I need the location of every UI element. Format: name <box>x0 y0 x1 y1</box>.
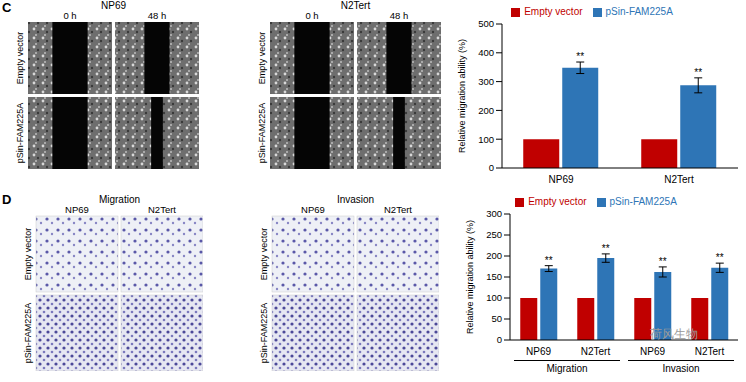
svg-text:0: 0 <box>497 334 502 345</box>
svg-text:48 h: 48 h <box>148 10 167 21</box>
html-text:D: D <box>2 192 12 207</box>
html-text:Empty vector: Empty vector <box>528 196 587 207</box>
svg-text:pSin-FAM225A: pSin-FAM225A <box>259 303 269 364</box>
svg-text:pSin-FAM225A: pSin-FAM225A <box>257 103 267 164</box>
html-text:pSin-FAM225A: pSin-FAM225A <box>609 196 677 207</box>
svg-text:N2Tert: N2Tert <box>341 0 371 11</box>
svg-text:48 h: 48 h <box>390 10 409 21</box>
html-text:荷风生物: 荷风生物 <box>650 327 698 341</box>
svg-text:pSin-FAM225A: pSin-FAM225A <box>15 103 25 164</box>
svg-text:Migration: Migration <box>99 194 140 205</box>
html-text:Invasion: Invasion <box>662 363 700 374</box>
svg-text:0 h: 0 h <box>63 10 76 21</box>
svg-text:NP69: NP69 <box>548 174 573 185</box>
svg-text:**: ** <box>716 252 724 263</box>
svg-text:**: ** <box>576 51 584 62</box>
svg-text:N2Tert: N2Tert <box>581 346 611 357</box>
svg-text:N2Tert: N2Tert <box>695 346 725 357</box>
svg-text:Invasion: Invasion <box>337 194 374 205</box>
svg-text:Empty vector: Empty vector <box>259 228 269 281</box>
svg-text:Relative migration ability (%): Relative migration ability (%) <box>465 220 475 334</box>
html-text:Empty vector: Empty vector <box>524 6 583 17</box>
svg-text:Empty vector: Empty vector <box>15 32 25 85</box>
svg-text:**: ** <box>659 256 667 267</box>
html-text:pSin-FAM225A: pSin-FAM225A <box>605 6 673 17</box>
html-text:Migration: Migration <box>546 363 588 374</box>
svg-text:500: 500 <box>478 18 494 29</box>
svg-text:N2Tert: N2Tert <box>664 174 694 185</box>
svg-text:100: 100 <box>478 134 494 145</box>
svg-text:100: 100 <box>486 292 502 303</box>
html-text:C: C <box>2 0 12 15</box>
svg-text:**: ** <box>694 67 702 78</box>
svg-text:250: 250 <box>486 229 502 240</box>
svg-text:pSin-FAM225A: pSin-FAM225A <box>23 303 33 364</box>
svg-text:NP69: NP69 <box>65 204 89 215</box>
svg-text:200: 200 <box>478 105 494 116</box>
svg-text:NP69: NP69 <box>101 0 126 11</box>
svg-text:**: ** <box>545 255 553 266</box>
svg-text:Empty vector: Empty vector <box>23 228 33 281</box>
svg-text:**: ** <box>602 243 610 254</box>
svg-text:NP69: NP69 <box>526 346 551 357</box>
svg-text:400: 400 <box>478 47 494 58</box>
svg-text:NP69: NP69 <box>640 346 665 357</box>
svg-text:50: 50 <box>491 313 502 324</box>
svg-text:0: 0 <box>489 162 494 173</box>
svg-text:300: 300 <box>486 208 502 219</box>
svg-text:0 h: 0 h <box>305 10 318 21</box>
svg-text:Empty vector: Empty vector <box>257 32 267 85</box>
svg-text:N2Tert: N2Tert <box>148 204 176 215</box>
svg-text:300: 300 <box>478 76 494 87</box>
svg-text:150: 150 <box>486 271 502 282</box>
svg-text:NP69: NP69 <box>301 204 325 215</box>
svg-text:Relative migration ability (%): Relative migration ability (%) <box>457 39 467 153</box>
svg-text:200: 200 <box>486 250 502 261</box>
svg-text:N2Tert: N2Tert <box>384 204 412 215</box>
